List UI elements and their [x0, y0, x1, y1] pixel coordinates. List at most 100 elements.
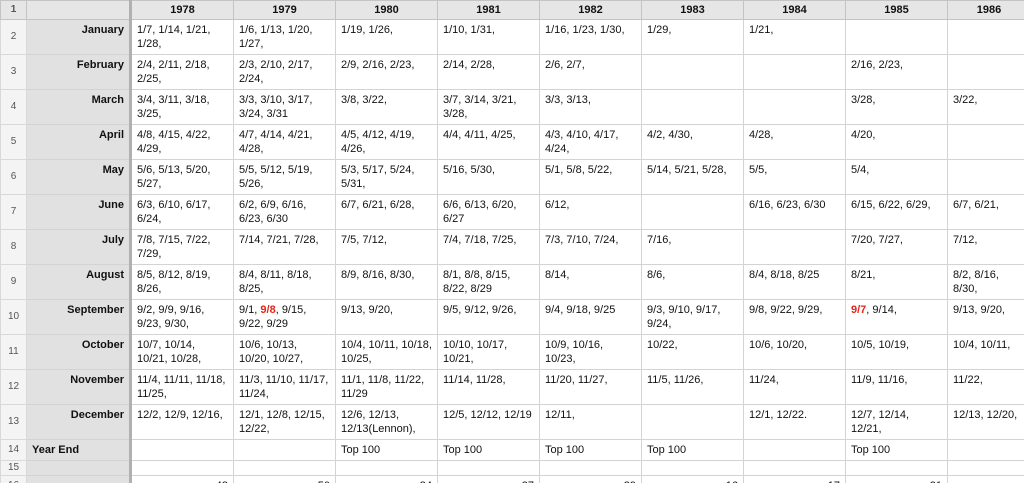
month-label[interactable]: April — [26, 124, 132, 160]
date-cell[interactable] — [335, 460, 438, 476]
column-header-year[interactable]: 1982 — [539, 0, 642, 20]
date-cell[interactable] — [130, 439, 234, 461]
total-cell[interactable] — [947, 475, 1024, 483]
date-cell[interactable]: 4/2, 4/30, — [641, 124, 744, 160]
column-header-year[interactable]: 1983 — [641, 0, 744, 20]
date-cell[interactable]: 4/28, — [743, 124, 846, 160]
date-cell[interactable]: 10/4, 10/11, — [947, 334, 1024, 370]
total-cell[interactable]: 48 — [130, 475, 234, 483]
date-cell[interactable]: 3/22, — [947, 89, 1024, 125]
date-cell[interactable]: 4/3, 4/10, 4/17, 4/24, — [539, 124, 642, 160]
date-cell[interactable]: 10/5, 10/19, — [845, 334, 948, 370]
date-cell[interactable]: 11/5, 11/26, — [641, 369, 744, 405]
date-cell[interactable]: 5/5, 5/12, 5/19, 5/26, — [233, 159, 336, 195]
total-cell[interactable]: 37 — [437, 475, 540, 483]
date-cell[interactable]: Top 100 — [437, 439, 540, 461]
date-cell[interactable]: 7/4, 7/18, 7/25, — [437, 229, 540, 265]
date-cell[interactable]: 2/16, 2/23, — [845, 54, 948, 90]
column-header-year[interactable]: 1981 — [437, 0, 540, 20]
column-header-year[interactable]: 1986 — [947, 0, 1024, 20]
date-cell[interactable]: 7/5, 7/12, — [335, 229, 438, 265]
column-header-year[interactable]: 1985 — [845, 0, 948, 20]
date-cell[interactable]: 4/20, — [845, 124, 948, 160]
date-cell[interactable]: 3/4, 3/11, 3/18, 3/25, — [130, 89, 234, 125]
date-cell[interactable] — [947, 54, 1024, 90]
date-cell[interactable] — [233, 439, 336, 461]
date-cell[interactable]: 1/19, 1/26, — [335, 19, 438, 55]
date-cell[interactable]: 9/8, 9/22, 9/29, — [743, 299, 846, 335]
date-cell[interactable] — [947, 460, 1024, 476]
date-cell[interactable] — [641, 54, 744, 90]
date-cell[interactable]: 5/16, 5/30, — [437, 159, 540, 195]
date-cell[interactable] — [845, 19, 948, 55]
date-cell[interactable]: 5/3, 5/17, 5/24, 5/31, — [335, 159, 438, 195]
date-cell[interactable]: 9/7, 9/14, — [845, 299, 948, 335]
date-cell[interactable]: 9/2, 9/9, 9/16, 9/23, 9/30, — [130, 299, 234, 335]
date-cell[interactable]: 4/8, 4/15, 4/22, 4/29, — [130, 124, 234, 160]
row-number[interactable]: 15 — [0, 460, 27, 476]
month-label[interactable]: June — [26, 194, 132, 230]
date-cell[interactable] — [947, 439, 1024, 461]
date-cell[interactable]: 2/4, 2/11, 2/18, 2/25, — [130, 54, 234, 90]
date-cell[interactable]: 8/4, 8/11, 8/18, 8/25, — [233, 264, 336, 300]
row-number[interactable]: 5 — [0, 124, 27, 160]
date-cell[interactable]: 2/6, 2/7, — [539, 54, 642, 90]
date-cell[interactable]: 2/3, 2/10, 2/17, 2/24, — [233, 54, 336, 90]
date-cell[interactable] — [743, 54, 846, 90]
date-cell[interactable]: 8/4, 8/18, 8/25 — [743, 264, 846, 300]
month-label[interactable]: May — [26, 159, 132, 195]
row-number[interactable]: 4 — [0, 89, 27, 125]
column-header-year[interactable]: 1980 — [335, 0, 438, 20]
row-number[interactable]: 12 — [0, 369, 27, 405]
total-cell[interactable]: 50 — [233, 475, 336, 483]
date-cell[interactable]: 11/1, 11/8, 11/22, 11/29 — [335, 369, 438, 405]
date-cell[interactable]: 9/3, 9/10, 9/17, 9/24, — [641, 299, 744, 335]
date-cell[interactable]: 7/8, 7/15, 7/22, 7/29, — [130, 229, 234, 265]
month-label[interactable] — [26, 460, 132, 476]
total-cell[interactable]: 17 — [743, 475, 846, 483]
date-cell[interactable] — [947, 159, 1024, 195]
date-cell[interactable]: 12/13, 12/20, — [947, 404, 1024, 440]
date-cell[interactable]: 6/2, 6/9, 6/16, 6/23, 6/30 — [233, 194, 336, 230]
row-number[interactable]: 7 — [0, 194, 27, 230]
date-cell[interactable]: 12/11, — [539, 404, 642, 440]
column-header-year[interactable]: 1984 — [743, 0, 846, 20]
date-cell[interactable]: 9/1, 9/8, 9/15, 9/22, 9/29 — [233, 299, 336, 335]
date-cell[interactable] — [130, 460, 234, 476]
month-label[interactable]: October — [26, 334, 132, 370]
date-cell[interactable]: 5/14, 5/21, 5/28, — [641, 159, 744, 195]
date-cell[interactable]: 10/4, 10/11, 10/18, 10/25, — [335, 334, 438, 370]
date-cell[interactable]: 6/3, 6/10, 6/17, 6/24, — [130, 194, 234, 230]
date-cell[interactable]: 6/7, 6/21, 6/28, — [335, 194, 438, 230]
date-cell[interactable]: 11/24, — [743, 369, 846, 405]
date-cell[interactable] — [947, 124, 1024, 160]
total-cell[interactable]: 16 — [641, 475, 744, 483]
date-cell[interactable]: 1/29, — [641, 19, 744, 55]
date-cell[interactable]: 9/13, 9/20, — [947, 299, 1024, 335]
date-cell[interactable]: 2/14, 2/28, — [437, 54, 540, 90]
date-cell[interactable] — [233, 460, 336, 476]
row-number[interactable]: 1 — [0, 0, 27, 20]
date-cell[interactable]: 1/16, 1/23, 1/30, — [539, 19, 642, 55]
date-cell[interactable]: 11/22, — [947, 369, 1024, 405]
date-cell[interactable]: 7/16, — [641, 229, 744, 265]
date-cell[interactable]: 8/2, 8/16, 8/30, — [947, 264, 1024, 300]
date-cell[interactable]: 8/6, — [641, 264, 744, 300]
date-cell[interactable]: 7/14, 7/21, 7/28, — [233, 229, 336, 265]
date-cell[interactable]: 11/3, 11/10, 11/17, 11/24, — [233, 369, 336, 405]
row-number[interactable]: 16 — [0, 475, 27, 483]
date-cell[interactable]: 9/4, 9/18, 9/25 — [539, 299, 642, 335]
date-cell[interactable] — [743, 229, 846, 265]
month-label[interactable]: Year End — [26, 439, 132, 461]
date-cell[interactable]: 11/9, 11/16, — [845, 369, 948, 405]
totals-label-cell[interactable] — [26, 475, 132, 483]
row-number[interactable]: 8 — [0, 229, 27, 265]
date-cell[interactable] — [743, 89, 846, 125]
date-cell[interactable] — [641, 460, 744, 476]
date-cell[interactable]: 8/9, 8/16, 8/30, — [335, 264, 438, 300]
column-header-year[interactable]: 1978 — [130, 0, 234, 20]
date-cell[interactable]: 10/10, 10/17, 10/21, — [437, 334, 540, 370]
date-cell[interactable]: 11/14, 11/28, — [437, 369, 540, 405]
month-label[interactable]: February — [26, 54, 132, 90]
row-number[interactable]: 3 — [0, 54, 27, 90]
